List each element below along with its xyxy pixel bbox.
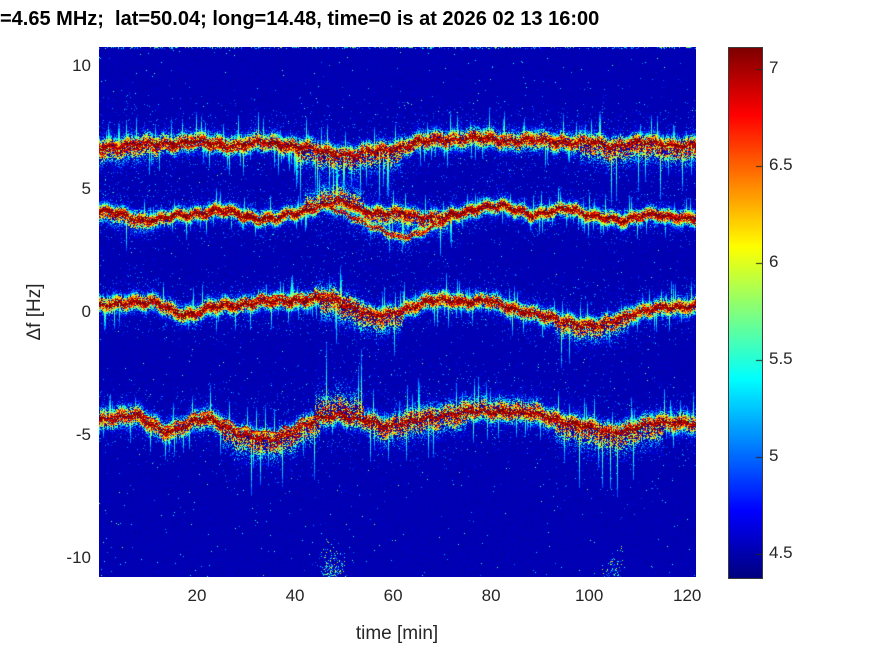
colorbar-tick-label: 5 <box>769 445 779 465</box>
colorbar-tick-label: 7 <box>769 58 779 78</box>
x-tick-label: 20 <box>187 586 207 605</box>
x-tick-label: 40 <box>285 586 305 605</box>
colorbar-tick-label: 4.5 <box>769 542 793 562</box>
x-tick-label: 100 <box>574 586 604 605</box>
x-tick-label: 60 <box>383 586 403 605</box>
x-tick-label: 120 <box>672 586 702 605</box>
y-tick-label: -10 <box>66 548 91 568</box>
y-tick-label: 0 <box>81 302 91 322</box>
colorbar-canvas <box>728 47 763 579</box>
colorbar-tick-label: 6 <box>769 252 779 272</box>
plot-title: =4.65 MHz; lat=50.04; long=14.48, time=0… <box>0 8 600 30</box>
spectrogram-canvas <box>99 47 696 577</box>
y-tick-label: -5 <box>75 425 91 445</box>
y-tick-label: 5 <box>81 179 91 199</box>
colorbar-tick-label: 6.5 <box>769 155 793 175</box>
colorbar-tick-label: 5.5 <box>769 348 793 368</box>
x-tick-label: 80 <box>481 586 501 605</box>
x-axis-label: time [min] <box>355 623 439 644</box>
y-tick-label: 10 <box>72 56 91 76</box>
